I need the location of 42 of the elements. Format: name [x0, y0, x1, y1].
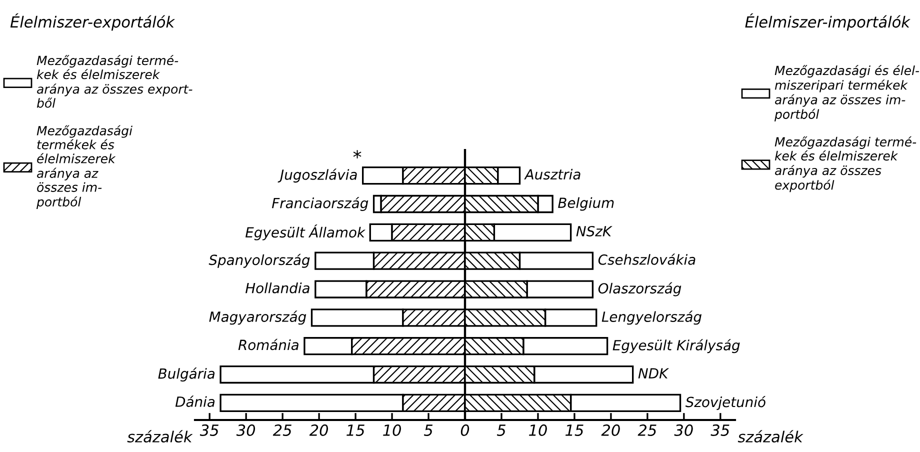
legend-label: Mezőgazdasági termé- kek és élelmiszerek aránya az összes exportból: [774, 136, 916, 192]
y-tick-label: Jugoszlávia: [278, 168, 357, 183]
y-tick-label: Hollandia: [246, 282, 310, 294]
x-tick-label: 5: [496, 424, 506, 436]
y-tick-label: NSzK: [576, 226, 612, 236]
x-tick-label: 35: [200, 424, 218, 436]
y-tick-label: Egyesült Királyság: [612, 339, 740, 354]
y-tick-label: Spanyolország: [208, 254, 310, 268]
chart-title: Élelmiszer-exportálók: [10, 13, 176, 31]
x-tick-label: 0: [460, 424, 470, 436]
y-tick-label: Franciaország: [272, 197, 368, 211]
y-tick-label: Lengyelország: [602, 310, 702, 325]
y-tick-label: Egyesült Államok: [245, 224, 366, 240]
y-tick-label: Bulgária: [158, 368, 215, 382]
y-tick-label: Belgium: [558, 197, 614, 211]
x-tick-label: 25: [638, 424, 656, 436]
x-axis-title: százalék: [738, 430, 804, 443]
x-tick-label: 30: [674, 424, 693, 436]
y-tick-label: Magyarország: [209, 310, 306, 325]
text: Élelmiszer-importálók: [745, 13, 911, 31]
x-tick-label: 20: [601, 424, 620, 436]
x-tick-label: 20: [309, 424, 328, 436]
y-tick-label: Ausztria: [524, 168, 580, 180]
legend-label: Mezőgazdasági és élel- miszeripari termékek aránya az összes im- portból: [774, 65, 920, 122]
x-tick-label: 10: [383, 424, 401, 436]
y-tick-label: Dánia: [175, 396, 215, 407]
y-tick-label: Szovjetunió: [685, 396, 766, 410]
legend-label: Mezőgazdasági termékek és élelmiszerek aránya az összes im- portból: [36, 125, 132, 209]
x-tick-label: 35: [710, 424, 730, 436]
y-tick-label: NDK: [638, 368, 670, 378]
annotation: *: [353, 150, 362, 158]
x-tick-label: 5: [424, 424, 433, 436]
y-tick-label: Románia: [238, 338, 298, 350]
x-tick-label: 30: [236, 424, 256, 436]
y-tick-label: Olaszország: [598, 282, 682, 296]
y-tick-label: Csehszlovákia: [598, 254, 696, 265]
x-tick-label: 10: [529, 424, 547, 436]
x-axis-title: százalék: [127, 430, 193, 443]
x-tick-label: 15: [565, 424, 584, 436]
x-tick-label: 15: [346, 424, 364, 436]
x-tick-label: 25: [272, 424, 292, 436]
legend-label: Mezőgazdasági termé- kek és élelmiszerek aránya az összes export- ből: [36, 55, 192, 108]
